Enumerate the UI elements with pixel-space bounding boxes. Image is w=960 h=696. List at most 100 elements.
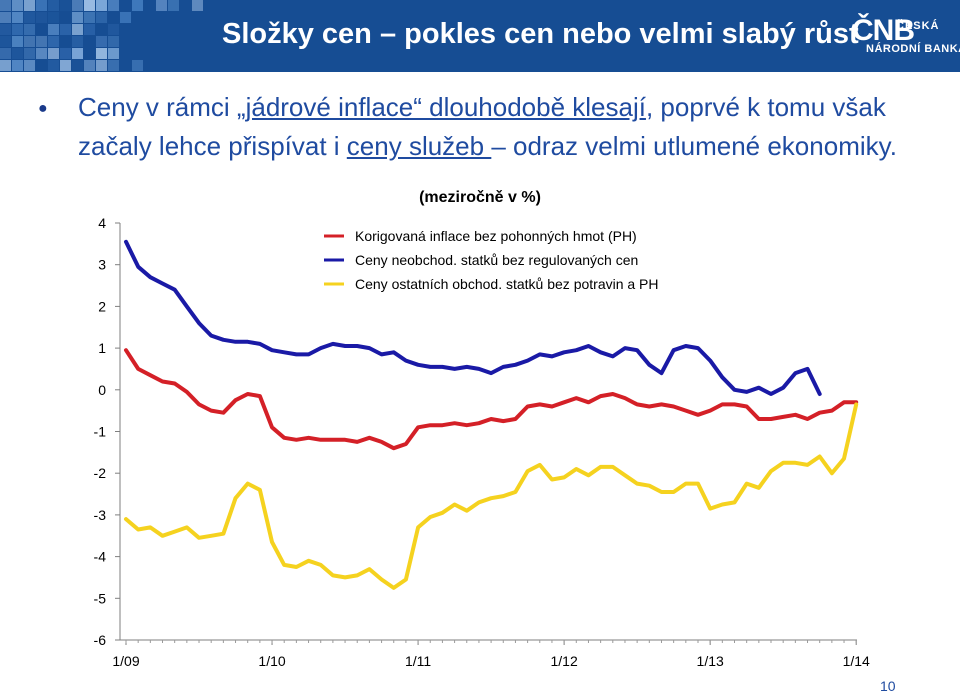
page-number: 10 (880, 678, 896, 694)
cnb-logo: ČNB ČESKÁ NÁRODNÍ BANKA (852, 12, 960, 62)
mosaic-tile (0, 36, 11, 47)
mosaic-tile (48, 48, 59, 59)
y-tick-label: -1 (94, 424, 107, 440)
mosaic-tile (12, 0, 23, 11)
mosaic-tile (72, 60, 83, 71)
mosaic-tile (132, 60, 143, 71)
y-tick-label: -5 (94, 590, 107, 606)
mosaic-tile (12, 12, 23, 23)
line-chart: 4 3 2 1 0 -1 -2 -3 -4 -5 -6 1/09 1/10 1/11 1/12 1/13 1/1… (94, 189, 870, 669)
mosaic-tile (132, 0, 143, 11)
logo-line-2: NÁRODNÍ BANKA (866, 43, 960, 55)
bullet-part-4: ceny služeb (346, 131, 492, 161)
y-tick-label: 0 (98, 382, 106, 398)
mosaic-tile (108, 0, 119, 11)
mosaic-tile (48, 12, 59, 23)
mosaic-tile (72, 24, 83, 35)
mosaic-tile (84, 0, 95, 11)
mosaic-tile (84, 60, 95, 71)
mosaic-tile (0, 0, 11, 11)
y-tick-label: 2 (98, 298, 106, 314)
series-line (124, 402, 859, 590)
legend-label: Ceny ostatních obchod. statků bez potrav… (355, 276, 659, 292)
mosaic-tile (36, 12, 47, 23)
y-tick-label: 1 (98, 340, 106, 356)
mosaic-tile (60, 24, 71, 35)
x-tick-label: 1/09 (112, 653, 139, 669)
mosaic-tile (120, 12, 131, 23)
mosaic-tile (48, 60, 59, 71)
series-line (124, 239, 822, 396)
mosaic-tile (108, 36, 119, 47)
x-tick-label: 1/10 (258, 653, 285, 669)
mosaic-tile (24, 60, 35, 71)
logo-line-1: ČESKÁ (896, 20, 940, 32)
y-tick-label: -6 (94, 632, 107, 648)
mosaic-tile (60, 0, 71, 11)
mosaic-tile (12, 24, 23, 35)
mosaic-tile (108, 60, 119, 71)
mosaic-tile (24, 36, 35, 47)
x-tick-label: 1/12 (550, 653, 577, 669)
mosaic-tile (36, 48, 47, 59)
x-tick-label: 1/14 (843, 653, 870, 669)
mosaic-tile (72, 0, 83, 11)
mosaic-tile (168, 0, 179, 11)
mosaic-tile (36, 36, 47, 47)
mosaic-tile (96, 36, 107, 47)
chart-series-layer (124, 239, 859, 590)
bullet-part-3: , poprvé k tomu však začaly lehce přispí… (78, 92, 886, 161)
mosaic-tile (0, 24, 11, 35)
mosaic-tile (60, 60, 71, 71)
mosaic-tile (84, 24, 95, 35)
chart-legend: Korigovaná inflace bez pohonných hmot (P… (324, 228, 659, 292)
mosaic-tile (0, 48, 11, 59)
mosaic-tile (24, 12, 35, 23)
y-tick-label: -3 (94, 507, 107, 523)
slide-title: Složky cen – pokles cen nebo velmi slabý… (222, 18, 859, 50)
mosaic-tile (12, 36, 23, 47)
mosaic-decoration (0, 0, 203, 71)
bullet-icon: ● (38, 100, 48, 117)
mosaic-tile (0, 12, 11, 23)
chart-subtitle: (meziročně v %) (419, 189, 541, 206)
mosaic-tile (96, 60, 107, 71)
x-tick-label: 1/13 (697, 653, 724, 669)
mosaic-tile (84, 12, 95, 23)
mosaic-tile (108, 48, 119, 59)
x-tick-label: 1/11 (405, 653, 431, 669)
mosaic-tile (72, 36, 83, 47)
mosaic-tile (48, 0, 59, 11)
mosaic-tile (72, 12, 83, 23)
mosaic-tile (192, 0, 203, 11)
bullet-part-2: „jádrové inflace“ dlouhodobě klesají (236, 92, 646, 122)
series-line (124, 348, 859, 451)
bullet-text: Ceny v rámci „jádrové inflace“ dlouhodob… (78, 88, 938, 166)
mosaic-tile (24, 24, 35, 35)
mosaic-tile (48, 24, 59, 35)
mosaic-tile (36, 0, 47, 11)
mosaic-tile (156, 0, 167, 11)
bullet-part-5: – odraz velmi utlumené ekonomiky. (491, 131, 897, 161)
y-tick-label: -2 (94, 465, 107, 481)
mosaic-tile (96, 48, 107, 59)
chart-axes: 4 3 2 1 0 -1 -2 -3 -4 -5 -6 1/09 1/10 1/11 1/12 1/13 1/1… (94, 215, 870, 669)
bullet-part-1: Ceny v rámci (78, 92, 237, 122)
mosaic-tile (96, 0, 107, 11)
logo-mark: ČNB (852, 14, 915, 47)
mosaic-tile (60, 48, 71, 59)
mosaic-tile (24, 48, 35, 59)
header-bar: Složky cen – pokles cen nebo velmi slabý… (0, 0, 960, 72)
mosaic-tile (12, 60, 23, 71)
y-tick-label: 3 (98, 257, 106, 273)
legend-label: Ceny neobchod. statků bez regulovaných c… (355, 252, 638, 268)
mosaic-tile (96, 12, 107, 23)
mosaic-tile (0, 60, 11, 71)
mosaic-tile (24, 0, 35, 11)
y-tick-label: -4 (94, 549, 107, 565)
mosaic-tile (12, 48, 23, 59)
legend-label: Korigovaná inflace bez pohonných hmot (P… (355, 228, 637, 244)
y-tick-label: 4 (98, 215, 106, 231)
mosaic-tile (48, 36, 59, 47)
mosaic-tile (108, 24, 119, 35)
